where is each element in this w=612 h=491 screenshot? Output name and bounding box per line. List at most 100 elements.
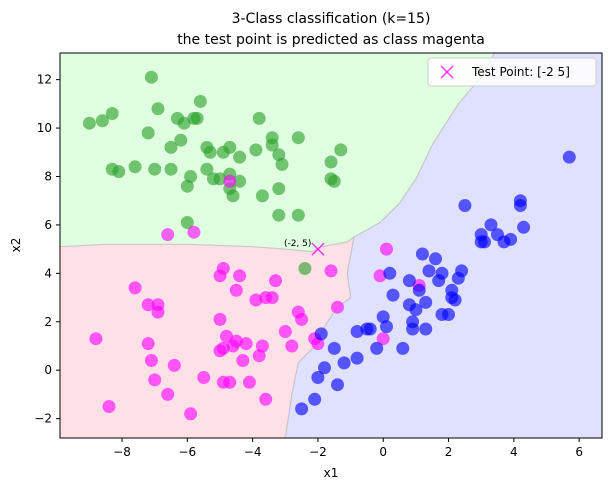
data-point: [193, 94, 207, 108]
y-axis-label: x2: [9, 238, 23, 253]
data-point: [504, 232, 518, 246]
data-point: [252, 111, 266, 125]
data-point: [478, 235, 491, 249]
data-point: [229, 334, 243, 348]
data-point: [141, 126, 155, 140]
x-tick-label: −2: [309, 445, 327, 459]
data-point: [278, 325, 292, 338]
data-point: [334, 143, 348, 157]
data-point: [220, 329, 233, 343]
data-point: [562, 150, 576, 164]
data-point: [161, 387, 175, 401]
data-point: [406, 322, 420, 336]
data-point: [148, 162, 162, 176]
data-point: [269, 274, 282, 288]
y-tick-label: 2: [44, 315, 52, 329]
data-point: [216, 341, 230, 355]
data-point: [167, 358, 181, 372]
data-point: [187, 225, 201, 239]
data-point: [259, 392, 273, 406]
data-point: [285, 339, 299, 353]
x-tick-label: 2: [445, 445, 453, 459]
data-point: [419, 295, 433, 309]
data-point: [327, 174, 341, 188]
data-point: [233, 150, 247, 164]
data-point: [308, 392, 322, 406]
x-tick-label: 0: [379, 445, 387, 459]
data-point: [190, 111, 204, 125]
data-point: [226, 189, 240, 203]
data-point: [455, 264, 469, 278]
data-point: [291, 131, 305, 145]
data-point: [484, 218, 498, 232]
data-point: [174, 133, 188, 147]
chart-title: 3-Class classification (k=15): [232, 11, 431, 27]
plot-frame: [59, 52, 603, 439]
data-point: [419, 322, 433, 336]
data-point: [223, 140, 237, 154]
data-points: [82, 70, 576, 421]
data-point: [128, 160, 142, 174]
data-point: [363, 322, 377, 336]
data-point: [409, 303, 423, 317]
data-point: [415, 247, 429, 261]
data-point: [203, 145, 217, 159]
data-point: [298, 262, 312, 275]
data-point: [331, 378, 344, 392]
data-point: [112, 165, 126, 179]
data-point: [184, 170, 198, 183]
data-point: [200, 162, 214, 176]
data-point: [249, 143, 263, 157]
decision-boundary: [284, 236, 355, 439]
data-point: [148, 373, 162, 387]
y-tick-label: 10: [37, 121, 52, 135]
data-point: [448, 293, 462, 307]
data-point: [249, 293, 263, 307]
data-point: [82, 116, 96, 130]
decision-boundary: [59, 236, 355, 253]
data-point: [370, 341, 384, 355]
y-tick-label: 0: [44, 363, 52, 377]
data-point: [265, 138, 279, 152]
y-tick-label: 6: [44, 218, 52, 232]
data-point: [350, 325, 364, 338]
decision-regions: [59, 52, 602, 439]
legend-marker-x-icon: [440, 65, 454, 79]
test-point-annotation: (-2, 5): [284, 239, 311, 249]
test-point-group: (-2, 5): [284, 239, 325, 256]
data-point: [141, 337, 155, 351]
data-point: [380, 320, 393, 334]
data-point: [314, 327, 328, 341]
data-point: [233, 174, 247, 188]
y-tick-label: −2: [34, 412, 52, 426]
data-point: [105, 107, 119, 120]
legend: Test Point: [-2 5]: [427, 57, 597, 87]
data-point: [324, 264, 338, 278]
data-point: [331, 300, 344, 314]
data-point: [311, 371, 325, 384]
data-point: [373, 269, 387, 283]
test-point-marker: [311, 242, 325, 256]
data-point: [255, 339, 269, 353]
data-point: [255, 189, 269, 203]
data-point: [458, 199, 472, 212]
data-point: [151, 102, 165, 116]
data-point: [184, 407, 198, 421]
data-point: [233, 269, 247, 283]
legend-label: Test Point: [-2 5]: [471, 65, 570, 79]
data-point: [128, 281, 142, 295]
data-point: [144, 70, 158, 84]
data-point: [435, 266, 449, 280]
data-point: [161, 228, 175, 242]
legend-box: [427, 57, 597, 87]
data-point: [213, 172, 227, 186]
data-point: [513, 194, 527, 208]
data-point: [239, 337, 253, 351]
data-point: [197, 371, 211, 384]
y-tick-label: 12: [37, 73, 52, 87]
x-tick-label: −8: [113, 445, 131, 459]
data-point: [164, 140, 178, 154]
data-point: [442, 308, 455, 321]
data-point: [376, 332, 390, 346]
